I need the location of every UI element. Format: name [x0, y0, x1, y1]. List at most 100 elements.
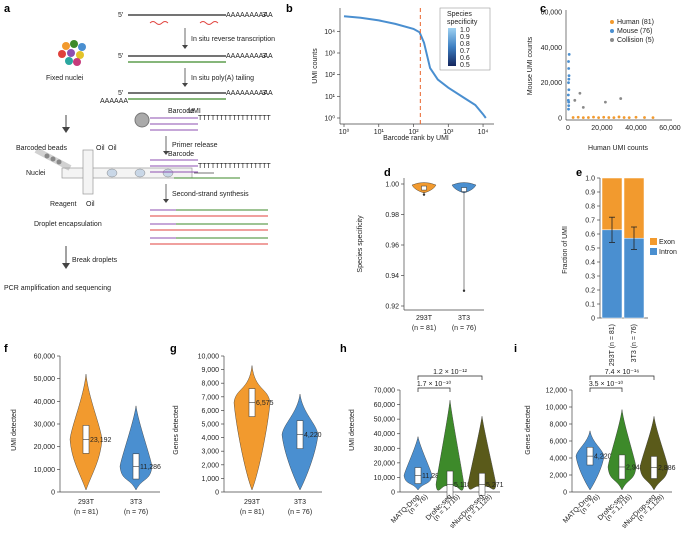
y-tick-label: 8,000 — [201, 381, 219, 388]
strand2-3prime: 3′ — [262, 53, 268, 60]
scatter-point — [567, 67, 571, 70]
median-value-label: 23,192 — [90, 437, 112, 444]
x-tick-label: 10¹ — [374, 129, 385, 136]
y-tick-label: 2,000 — [549, 473, 567, 480]
panel-a: a Fixed nuclei 5′ AAAAAAAAAA 3′ In situ … — [4, 3, 275, 292]
category-n: (n = 81) — [240, 509, 264, 516]
scatter-point — [566, 93, 570, 97]
y-tick-label: 10,000 — [198, 354, 220, 361]
legend-entry: Collision (5) — [617, 37, 654, 44]
scatter-point — [602, 115, 606, 119]
panel-label-d: d — [384, 167, 391, 179]
violin-box — [461, 187, 467, 192]
significance-bracket — [417, 375, 483, 380]
scatter-legend: Human (81) Mouse (76) Collision (5) — [610, 19, 654, 44]
y-tick-label: 1,000 — [201, 476, 219, 483]
y-tick-label: 1.0 — [585, 176, 595, 183]
significance-bracket — [417, 387, 451, 392]
y-tick-label: 0.96 — [385, 243, 399, 250]
scatter-point — [581, 116, 585, 120]
x-tick-label: 10² — [408, 129, 419, 136]
category-label: 293T — [78, 499, 95, 506]
legend-marker — [610, 38, 614, 42]
panel-d: d 0.92 0.94 0.96 0.98 1.00 293T (n = 81) 3T3 (n… — [357, 167, 484, 332]
y-tick-label: 0.4 — [585, 260, 595, 267]
y-axis-label: UMI counts — [312, 48, 319, 84]
scatter-point — [643, 116, 646, 119]
strand3-polya: AAAAAAAAAA — [226, 90, 273, 97]
y-tick-label: 50,000 — [34, 376, 56, 383]
p-value-label: 7.4 × 10⁻¹⁶ — [605, 369, 640, 376]
p-value-label: 1.2 × 10⁻¹² — [433, 369, 468, 376]
scatter-point — [581, 106, 585, 109]
median-value-label: 4,220 — [304, 432, 322, 439]
panel-label-g: g — [170, 343, 177, 355]
y-tick-label: 0.2 — [585, 288, 595, 295]
strand3-polya-tail: AAAAAA — [100, 98, 128, 105]
y-tick-label: 20,000 — [34, 444, 56, 451]
median-value-label: 2,886 — [658, 465, 676, 472]
oligo-polyt: TTTTTTTTTTTTTTTTT — [198, 115, 271, 122]
y-tick-label: 2,000 — [201, 462, 219, 469]
y-tick-label: 0.1 — [585, 302, 595, 309]
x-tick-labels: 293T (n = 81) 3T3 (n = 76) — [412, 315, 476, 332]
panel-i: i 0 2,000 4,000 6,000 8,000 10,000 12,000 4,220… — [514, 343, 676, 530]
arrow-head — [182, 45, 188, 49]
scatter-point — [651, 116, 655, 120]
fixed-nuclei-icon — [58, 40, 86, 66]
scatter-point — [567, 107, 570, 111]
step-polya-label: In situ poly(A) tailing — [191, 75, 254, 82]
scatter-point — [607, 116, 611, 119]
scatter-point — [571, 116, 575, 119]
scatter-point — [604, 100, 607, 104]
y-tick-labels: 0 20,000 40,000 60,000 — [541, 10, 563, 123]
x-tick-label: 10⁰ — [339, 128, 350, 136]
panel-label-h: h — [340, 343, 347, 355]
category-label: 3T3 — [458, 315, 470, 322]
legend-title-2: specificity — [447, 19, 478, 26]
arrow-head — [163, 151, 169, 155]
y-axis-label: Species specificity — [357, 215, 364, 273]
scatter-points — [566, 53, 655, 120]
scatter-point — [597, 116, 600, 120]
scatter-point — [567, 74, 571, 77]
y-tick-labels: 0.92 0.94 0.96 0.98 1.00 — [385, 182, 404, 311]
category-n: (n = 81) — [74, 509, 98, 516]
panel-label-b: b — [286, 3, 293, 15]
rank-curve — [343, 15, 487, 119]
y-tick-label: 1.00 — [385, 182, 399, 189]
arrow-head — [163, 199, 169, 203]
fixed-nuclei-label: Fixed nuclei — [46, 75, 84, 82]
y-tick-label: 7,000 — [201, 394, 219, 401]
strand3-3prime: 3′ — [262, 90, 268, 97]
strand2-polya: AAAAAAAAAA — [226, 53, 273, 60]
strand2-5prime: 5′ — [118, 53, 124, 60]
stacked-bars — [601, 177, 645, 319]
y-tick-label: 0.94 — [385, 273, 399, 280]
panel-label-i: i — [514, 343, 517, 355]
legend-swatch — [650, 248, 657, 255]
y-tick-label: 9,000 — [201, 367, 219, 374]
panel-label-e: e — [576, 167, 582, 179]
category-n: (n = 76) — [288, 509, 312, 516]
y-tick-label: 8,000 — [549, 422, 567, 429]
outlier-point — [462, 289, 466, 292]
panel-h: h 0 10,000 20,000 30,000 40,000 50,000 60,000 7… — [340, 343, 504, 530]
y-tick-label: 20,000 — [541, 80, 563, 87]
y-tick-label: 40,000 — [374, 431, 396, 438]
y-tick-label: 10⁰ — [324, 115, 335, 123]
arrow-head — [62, 127, 70, 133]
y-axis-label: Mouse UMI counts — [527, 36, 534, 95]
y-tick-label: 0 — [391, 490, 395, 497]
median-value-label: 11,286 — [140, 464, 161, 471]
violin-box — [421, 185, 427, 191]
y-tick-label: 30,000 — [34, 422, 56, 429]
x-tick-label: 60,000 — [659, 125, 681, 132]
significance-bracket — [589, 375, 655, 380]
y-tick-label: 5,000 — [201, 422, 219, 429]
significance-bracket — [589, 387, 623, 392]
y-tick-label: 0.7 — [585, 218, 595, 225]
barcode-label-2: Barcode — [168, 151, 194, 158]
y-tick-label: 60,000 — [374, 402, 396, 409]
y-tick-label: 60,000 — [541, 10, 563, 17]
